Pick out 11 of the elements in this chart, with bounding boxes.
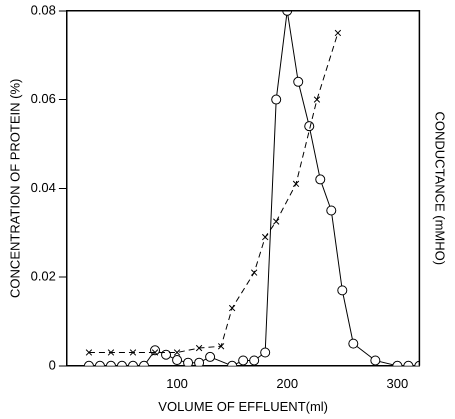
y-tick-label: 0 [48, 357, 56, 372]
x-axis-title: VOLUME OF EFFLUENT(ml) [158, 398, 328, 414]
y-axis-title: CONCENTRATION OF PROTEIN (%) [7, 78, 22, 298]
y-tick-label: 0.06 [30, 91, 56, 106]
y2-axis-title: CONDUCTANCE (mMHO) [432, 112, 448, 266]
y-tick-label: 0.08 [30, 2, 56, 18]
y-tick-label: 0.02 [30, 268, 56, 284]
x-tick-label: 200 [276, 376, 298, 392]
y-tick-label: 0.04 [30, 180, 56, 195]
x-tick-label: 100 [166, 376, 188, 392]
x-tick-label: 300 [386, 376, 408, 392]
